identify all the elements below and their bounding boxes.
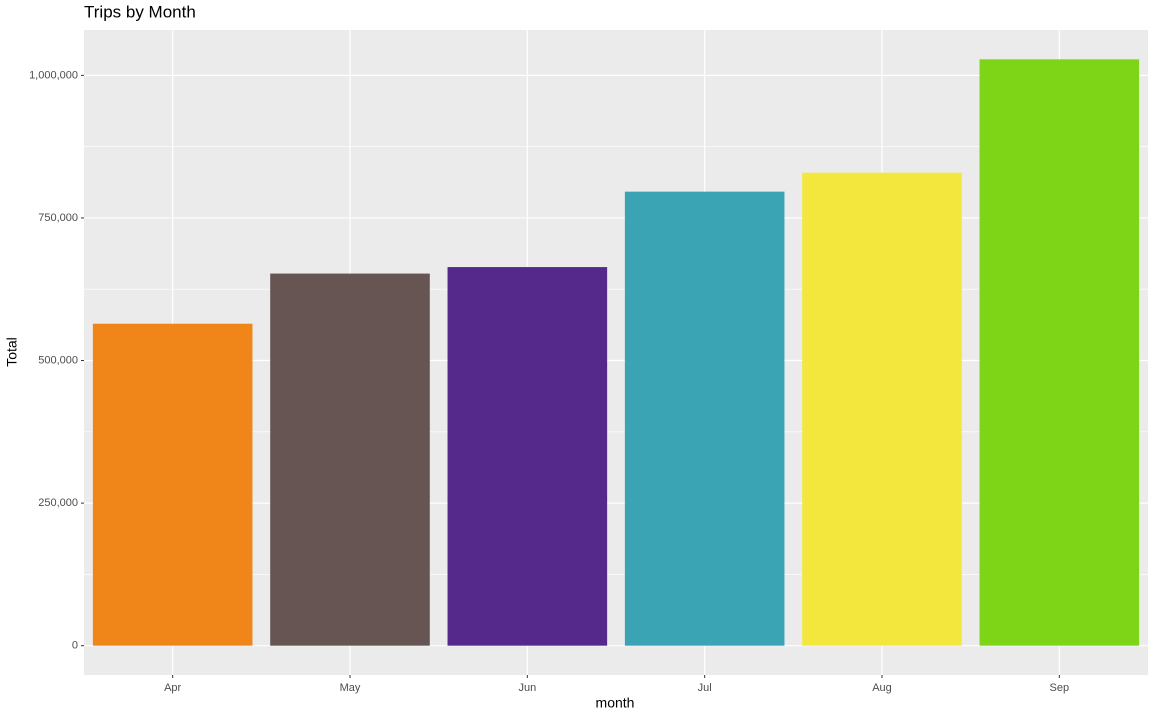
- x-tick-label: Sep: [1050, 682, 1070, 694]
- chart-title: Trips by Month: [84, 2, 196, 21]
- bar: [92, 323, 253, 646]
- x-axis-label: month: [596, 695, 635, 711]
- y-axis-label: Total: [4, 337, 20, 367]
- x-tick-label: Apr: [164, 682, 181, 694]
- bar: [270, 273, 430, 646]
- y-tick-label: 1,000,000: [29, 69, 78, 81]
- x-tick-label: May: [340, 682, 361, 694]
- x-tick-label: Aug: [872, 682, 892, 694]
- y-tick-label: 750,000: [38, 212, 78, 224]
- x-tick-label: Jun: [518, 682, 536, 694]
- bar: [979, 59, 1140, 646]
- y-tick-label: 250,000: [38, 497, 78, 509]
- y-tick-label: 0: [72, 640, 78, 652]
- bar: [802, 172, 962, 646]
- bar: [447, 267, 608, 646]
- y-tick-label: 500,000: [38, 354, 78, 366]
- bar: [624, 191, 785, 646]
- panel: [84, 30, 1148, 675]
- x-tick-label: Jul: [698, 682, 712, 694]
